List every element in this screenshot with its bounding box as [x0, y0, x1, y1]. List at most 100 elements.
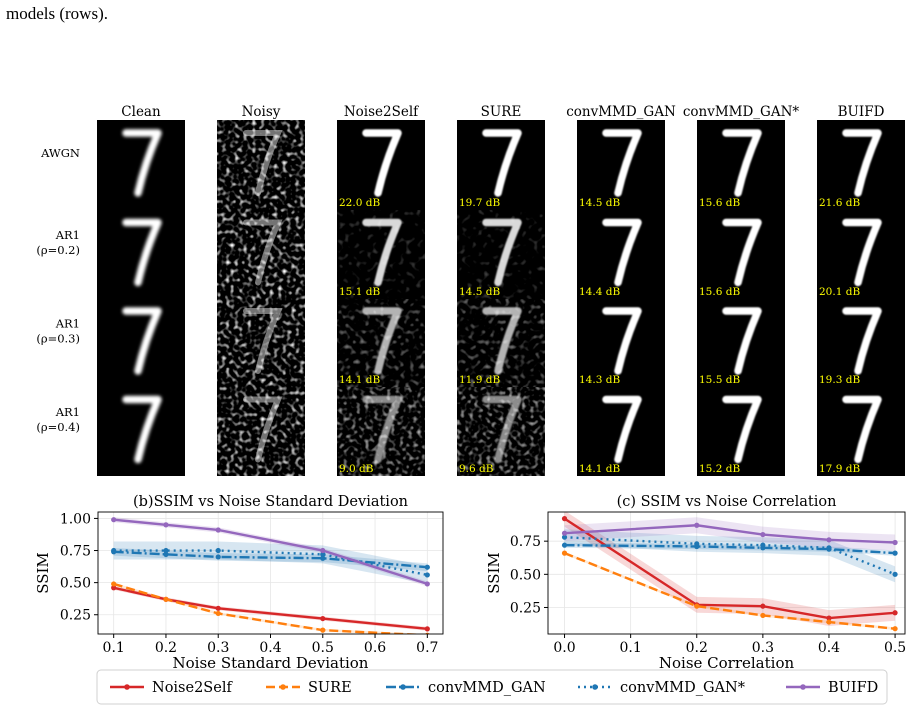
data-point: [163, 547, 169, 554]
data-point: [111, 547, 117, 554]
x-axis-label: Noise Correlation: [659, 654, 795, 672]
psnr-label: 19.7 dB: [459, 197, 500, 209]
noise-texture: [217, 387, 305, 476]
digit-seven: [602, 218, 642, 287]
data-point: [163, 596, 169, 602]
legend-marker: [592, 684, 598, 690]
data-point: [826, 545, 832, 551]
psnr-label: 22.0 dB: [339, 197, 380, 209]
row-label: AR1: [55, 405, 80, 419]
legend-label: Noise2Self: [152, 680, 233, 696]
y-tick-label: 0.50: [60, 576, 91, 592]
legend-marker: [280, 684, 286, 690]
data-point: [892, 550, 898, 556]
x-axis-label: Noise Standard Deviation: [173, 654, 369, 672]
data-point: [424, 564, 430, 570]
data-point: [760, 612, 766, 619]
column-header: Noisy: [242, 104, 281, 120]
psnr-label: 21.6 dB: [819, 197, 860, 209]
column-header: convMMD_GAN: [566, 104, 676, 120]
y-axis-label: SSIM: [485, 552, 503, 594]
data-point: [561, 516, 568, 522]
digit-seven: [122, 218, 162, 287]
row-label: AWGN: [40, 146, 80, 160]
data-point: [892, 610, 898, 616]
x-tick-label: 0.4: [259, 640, 281, 656]
plot-area: [111, 517, 430, 634]
digit-seven: [722, 395, 762, 464]
digit-seven: [243, 130, 283, 196]
data-point: [215, 605, 221, 611]
row-label: (ρ=0.4): [36, 420, 80, 434]
confidence-band: [564, 542, 896, 556]
y-tick-label: 0.75: [60, 544, 91, 560]
data-point: [320, 627, 326, 633]
data-point: [561, 542, 568, 548]
confidence-band: [113, 585, 428, 631]
x-tick-label: 0.6: [364, 640, 386, 656]
digit-seven: [482, 395, 522, 464]
x-tick-label: 0.2: [686, 640, 708, 656]
digit-seven: [602, 395, 642, 464]
y-tick-label: 0.25: [60, 608, 91, 624]
data-point: [694, 541, 700, 547]
digit-seven: [122, 395, 162, 464]
y-tick-label: 0.50: [510, 567, 541, 583]
row-label: (ρ=0.3): [36, 332, 80, 346]
noise-texture: [217, 210, 305, 299]
data-point: [320, 551, 326, 557]
legend-label: convMMD_GAN*: [620, 680, 746, 696]
psnr-label: 15.2 dB: [699, 463, 740, 475]
digit-seven: [722, 218, 762, 287]
data-point: [320, 555, 326, 561]
chart-title: (c) SSIM vs Noise Correlation: [617, 494, 837, 510]
digit-seven: [602, 307, 642, 375]
digit-seven: [482, 218, 522, 287]
x-tick-label: 0.4: [818, 640, 840, 656]
data-point: [826, 619, 832, 625]
digit-seven: [243, 219, 283, 286]
digit-seven: [602, 129, 642, 197]
psnr-label: 14.5 dB: [579, 197, 620, 209]
data-point: [320, 547, 326, 554]
chart-ssim-vs-noise-std: 0.1 0.2 0.3 0.4 0.5 0.6 0.7 0.25 0.50 0.75 1.00 (b)…: [34, 494, 444, 672]
data-point: [424, 626, 430, 632]
psnr-label: 11.9 dB: [459, 374, 500, 386]
x-tick-label: 0.5: [312, 640, 334, 656]
data-point: [694, 603, 700, 609]
digit-seven: [482, 129, 522, 197]
legend-label: convMMD_GAN: [428, 680, 546, 696]
data-point: [826, 537, 832, 543]
psnr-label: 14.3 dB: [579, 374, 620, 386]
figure-caption: models (rows).: [6, 4, 108, 23]
data-point: [760, 603, 766, 609]
digit-seven: [122, 307, 162, 375]
x-tick-label: 0.2: [155, 640, 177, 656]
psnr-label: 19.3 dB: [819, 374, 860, 386]
data-point: [760, 542, 766, 548]
data-point: [163, 551, 169, 557]
legend-marker: [400, 684, 406, 690]
legend-box: [96, 669, 888, 705]
data-point: [826, 615, 832, 621]
confidence-band: [564, 529, 896, 583]
digit-seven: [482, 307, 522, 375]
digit-seven: [842, 218, 882, 287]
data-point: [215, 527, 221, 533]
data-point: [320, 615, 326, 622]
y-axis-label: SSIM: [34, 552, 52, 594]
data-point: [892, 571, 898, 577]
x-tick-label: 0.1: [103, 640, 125, 656]
chart-title: (b)SSIM vs Noise Standard Deviation: [133, 494, 408, 510]
psnr-label: 9.6 dB: [459, 463, 494, 475]
x-tick-label: 0.0: [553, 640, 575, 656]
data-point: [694, 522, 700, 528]
chart-ssim-vs-noise-correlation: 0.0 0.1 0.2 0.3 0.4 0.5 0.25 0.50 0.75 (c) SSIM v…: [485, 494, 906, 672]
column-header: SURE: [481, 104, 522, 120]
confidence-band: [113, 517, 428, 587]
data-point: [561, 550, 568, 556]
data-point: [215, 547, 221, 554]
digit-seven: [722, 129, 762, 197]
data-point: [760, 531, 766, 538]
digit-seven: [243, 396, 283, 463]
